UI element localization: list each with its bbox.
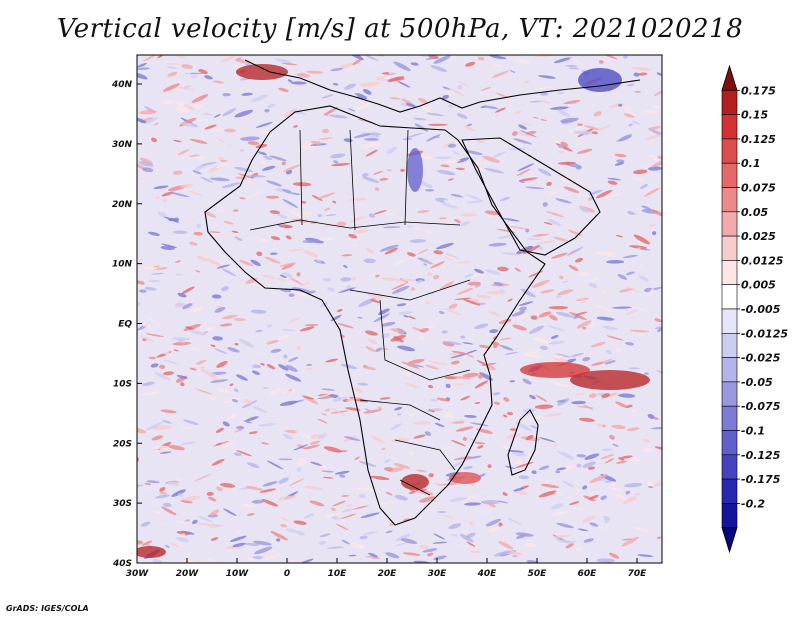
arabia-coastline (461, 137, 601, 256)
lon-tick-label: 10E (328, 569, 348, 579)
lat-tick-label: 10S (113, 379, 132, 389)
colorbar-swatch (721, 357, 738, 383)
borders-approx (249, 129, 471, 496)
colorbar-label: 0.005 (741, 279, 776, 292)
colorbar-label: -0.0125 (741, 327, 788, 340)
colorbar-label: -0.175 (741, 473, 781, 486)
colorbar-label: -0.05 (741, 376, 773, 389)
colorbar-label: 0.15 (741, 109, 768, 122)
colorbar-swatch (721, 187, 738, 213)
lon-tick-label: 20W (176, 569, 200, 579)
colorbar-label: 0.175 (741, 84, 776, 97)
colorbar-label: -0.025 (741, 352, 781, 365)
lon-tick-label: 30W (126, 569, 150, 579)
colorbar-label: 0.025 (741, 230, 776, 243)
colorbar-label: -0.075 (741, 400, 781, 413)
colorbar-swatch (721, 405, 738, 431)
lat-tick-label: 10N (112, 260, 133, 270)
lon-tick-label: 0 (284, 569, 290, 579)
map-title: Vertical velocity [m/s] at 500hPa, VT: 2… (56, 14, 744, 44)
lon-tick-label: 50E (528, 569, 548, 579)
map-area: 40N 30N 20N 10N EQ 10S 20S 30S 40S 30W 20W 10W 0 10E… (111, 54, 663, 579)
africa-coastline (204, 105, 546, 526)
lon-tick-label: 40E (477, 569, 498, 579)
lat-tick-label: 20N (112, 200, 133, 210)
colorbar-label: 0.05 (741, 206, 768, 219)
colorbar-label: -0.2 (741, 497, 765, 510)
colorbar-label: 0.125 (741, 133, 776, 146)
colorbar-swatch (721, 162, 738, 188)
colorbar-swatch (721, 284, 738, 310)
colorbar-swatch (721, 478, 738, 504)
colorbar-top-arrow (721, 64, 738, 91)
colorbar-swatch (721, 235, 738, 261)
map-figure: 40N 30N 20N 10N EQ 10S 20S 30S 40S 30W 20W 10W 0 10E… (111, 54, 788, 579)
colorbar-swatch (721, 454, 738, 480)
colorbar-label: 0.0125 (741, 254, 784, 267)
colorbar: 0.175 0.15 0.125 0.1 0.075 0.05 0.025 0.0125 0.0… (721, 64, 788, 554)
lon-tick-label: 60E (578, 569, 598, 579)
lat-tick-label: 40N (111, 80, 133, 90)
colorbar-swatch (721, 430, 738, 456)
colorbar-swatch (721, 260, 738, 285)
lon-tick-label: 70E (628, 569, 648, 579)
mediterranean-north-coast (244, 59, 641, 113)
colorbar-swatch (721, 211, 738, 237)
colorbar-label: 0.075 (741, 182, 776, 195)
lon-tick-label: 30E (428, 569, 448, 579)
colorbar-label: -0.125 (741, 449, 781, 462)
map-frame (136, 54, 663, 564)
credit-label: GrADS: IGES/COLA (6, 604, 89, 613)
colorbar-label: -0.005 (741, 303, 781, 316)
colorbar-swatch (721, 308, 738, 334)
colorbar-swatch (721, 332, 738, 358)
lon-tick-label: 10W (226, 569, 250, 579)
colorbar-label: 0.1 (741, 157, 761, 170)
colorbar-swatch (721, 138, 738, 164)
lat-tick-label: 20S (113, 439, 132, 449)
colorbar-swatch (721, 114, 738, 140)
lat-tick-label: EQ (118, 320, 132, 330)
lon-tick-label: 20E (378, 569, 398, 579)
colorbar-label: -0.1 (741, 425, 765, 438)
lat-tick-label: 40S (112, 559, 132, 569)
madagascar-coastline (507, 409, 539, 476)
colorbar-swatch (721, 503, 738, 528)
colorbar-swatch (721, 90, 738, 115)
lat-tick-label: 30N (112, 140, 133, 150)
colorbar-bottom-arrow (721, 527, 738, 554)
lat-tick-label: 30S (113, 499, 132, 509)
colorbar-swatch (721, 381, 738, 407)
